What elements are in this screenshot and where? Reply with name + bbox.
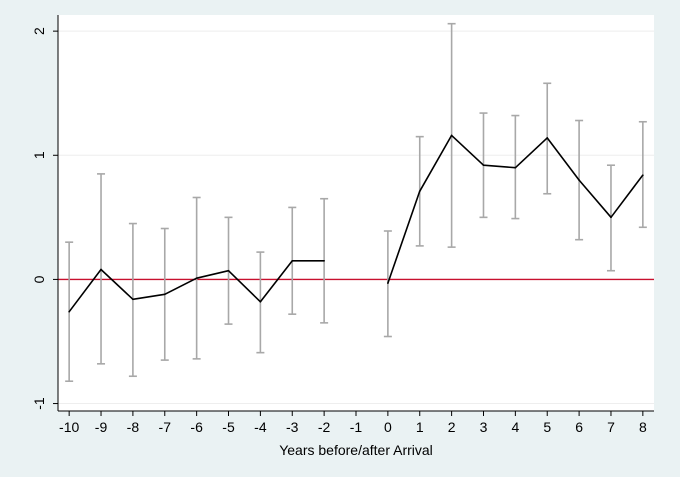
x-tick-label--1: -1 bbox=[350, 419, 363, 435]
y-tick-label--1: -1 bbox=[31, 397, 47, 410]
y-ticks: -1 0 1 2 bbox=[31, 27, 58, 410]
x-tick-label--10: -10 bbox=[59, 419, 79, 435]
x-tick-label-0: 0 bbox=[384, 419, 392, 435]
data-point--7 bbox=[163, 293, 166, 296]
x-tick-label-6: 6 bbox=[575, 419, 583, 435]
data-point-7 bbox=[610, 216, 612, 219]
x-tick-label--9: -9 bbox=[95, 419, 108, 435]
data-point-3 bbox=[482, 164, 485, 167]
plot-area bbox=[58, 15, 654, 411]
y-tick-label-2: 2 bbox=[31, 27, 47, 35]
x-tick-label-2: 2 bbox=[448, 419, 456, 435]
x-ticks: -10 -9 -8 -7 -6 -5 -4 -3 -2 -1 0 1 2 3 4 5 6 7 8 bbox=[59, 411, 647, 435]
x-tick-label--7: -7 bbox=[159, 419, 172, 435]
x-tick-label-1: 1 bbox=[416, 419, 424, 435]
x-tick-label--5: -5 bbox=[222, 419, 235, 435]
x-axis-title: Years before/after Arrival bbox=[279, 442, 433, 458]
data-point--4 bbox=[259, 300, 262, 303]
x-tick-label-3: 3 bbox=[480, 419, 488, 435]
x-tick-label-4: 4 bbox=[511, 419, 519, 435]
data-point-4 bbox=[514, 166, 517, 169]
x-tick-label-5: 5 bbox=[543, 419, 551, 435]
data-point-2 bbox=[450, 134, 453, 137]
data-point-6 bbox=[578, 179, 580, 181]
data-point-5 bbox=[546, 137, 549, 139]
y-tick-label-0: 0 bbox=[31, 275, 47, 283]
data-point-8 bbox=[642, 174, 644, 176]
data-point--6 bbox=[195, 277, 198, 279]
x-tick-label--6: -6 bbox=[190, 419, 203, 435]
data-point--2 bbox=[323, 259, 325, 262]
series-lines bbox=[68, 134, 644, 313]
y-tick-label-1: 1 bbox=[31, 151, 47, 159]
data-point--5 bbox=[227, 269, 230, 272]
data-point-1 bbox=[418, 190, 421, 193]
x-tick-label--8: -8 bbox=[127, 419, 140, 435]
data-point-0 bbox=[387, 282, 389, 284]
x-tick-label--3: -3 bbox=[286, 419, 299, 435]
data-point--9 bbox=[100, 268, 102, 271]
x-tick-label--2: -2 bbox=[318, 419, 331, 435]
data-point--3 bbox=[291, 259, 294, 262]
x-tick-label-8: 8 bbox=[639, 419, 647, 435]
x-tick-label-7: 7 bbox=[607, 419, 615, 435]
x-tick-label--4: -4 bbox=[254, 419, 267, 435]
data-point--8 bbox=[132, 298, 134, 301]
data-point--10 bbox=[68, 310, 70, 313]
